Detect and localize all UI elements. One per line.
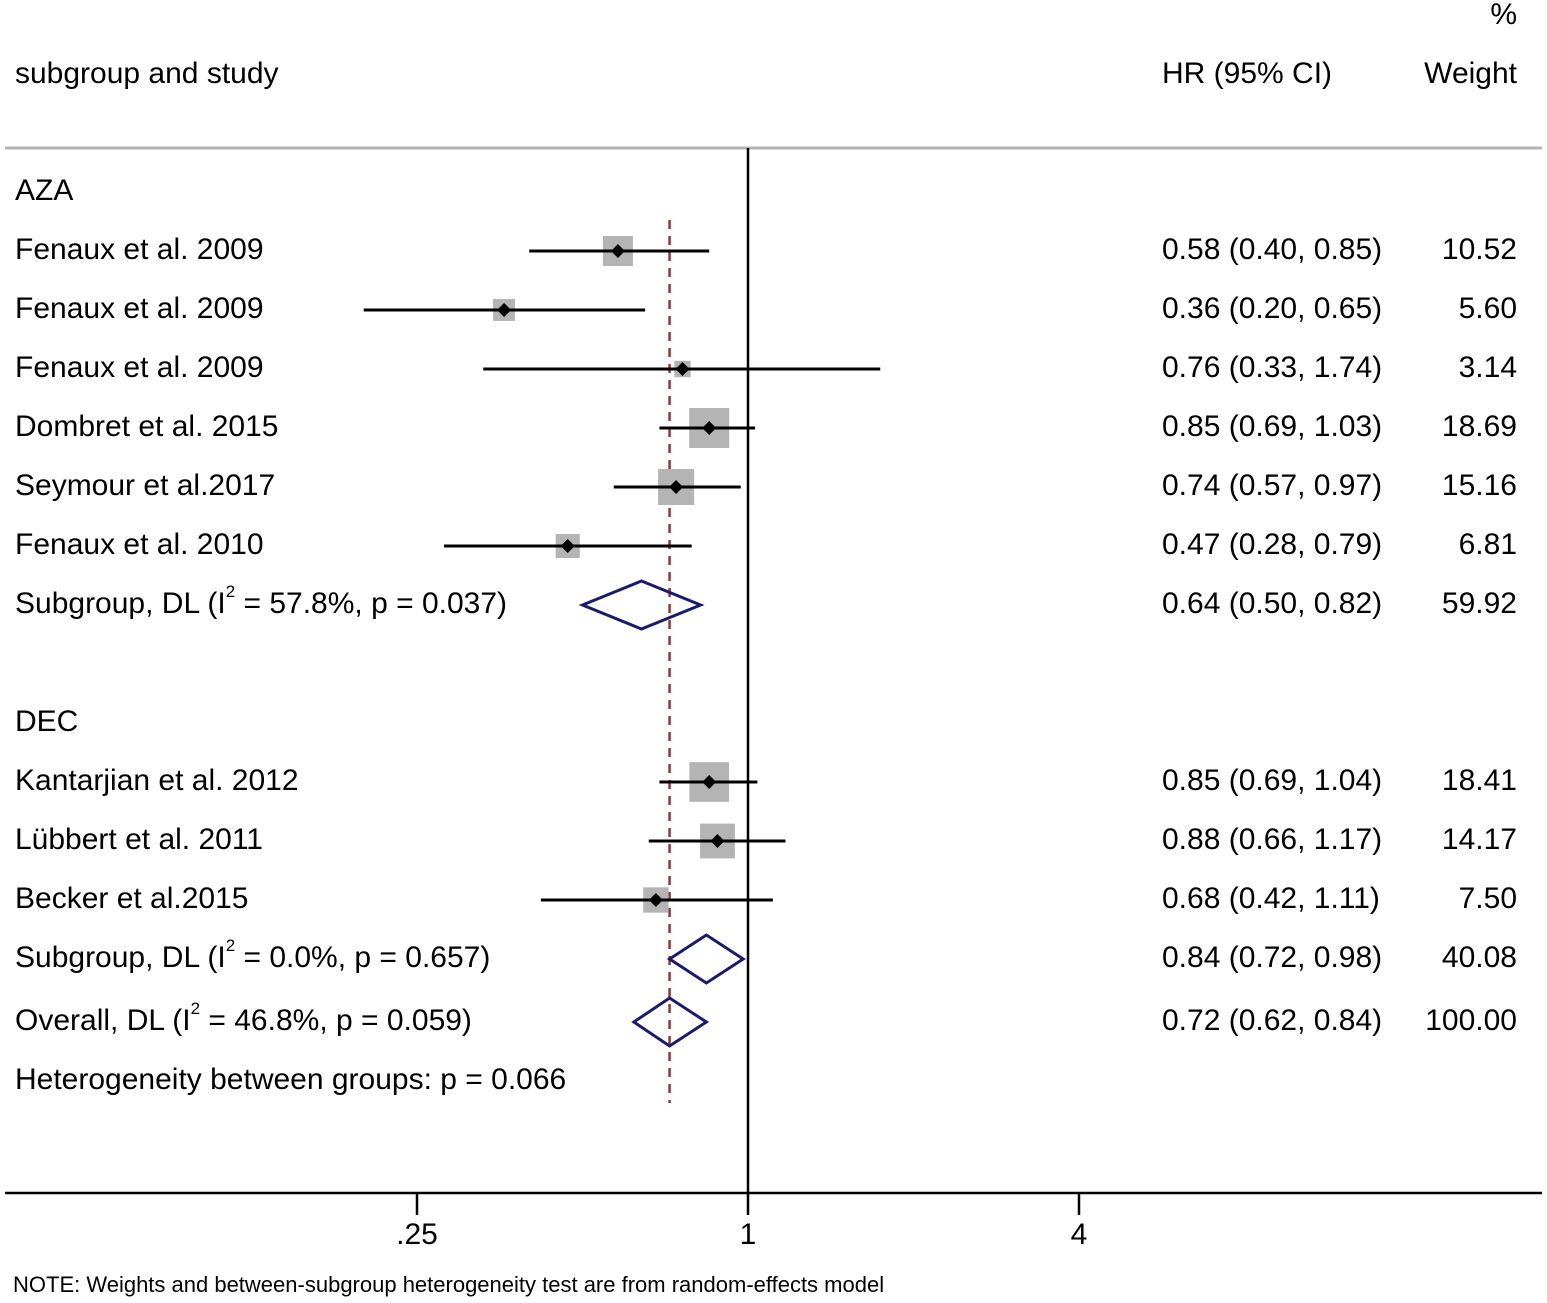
study-hr-ci: 0.85 (0.69, 1.03) — [1162, 410, 1382, 443]
study-hr-ci: 0.58 (0.40, 0.85) — [1162, 233, 1382, 266]
study-label: Seymour et al.2017 — [15, 469, 275, 502]
subgroup-label: Subgroup, DL (I2 = 57.8%, p = 0.037) — [15, 582, 507, 619]
header-weight-label: Weight — [1424, 57, 1517, 90]
study-hr-ci: 0.68 (0.42, 1.11) — [1162, 882, 1380, 915]
study-point-estimate — [669, 480, 684, 494]
study-hr-ci: 0.36 (0.20, 0.65) — [1162, 292, 1382, 325]
x-axis-tick-label: 1 — [740, 1218, 757, 1251]
study-label: Fenaux et al. 2009 — [15, 292, 264, 325]
study-hr-ci: 0.47 (0.28, 0.79) — [1162, 528, 1382, 561]
study-weight: 15.16 — [1442, 469, 1517, 502]
footnote: NOTE: Weights and between-subgroup heter… — [13, 1272, 884, 1297]
study-weight: 6.81 — [1459, 528, 1517, 561]
study-weight: 5.60 — [1459, 292, 1517, 325]
subgroup-label: Subgroup, DL (I2 = 0.0%, p = 0.657) — [15, 936, 490, 973]
study-weight: 18.41 — [1442, 764, 1517, 797]
group-label: AZA — [15, 174, 73, 207]
heterogeneity-text: Heterogeneity between groups: p = 0.066 — [15, 1063, 566, 1096]
overall-weight: 100.00 — [1425, 1004, 1517, 1037]
study-hr-ci: 0.85 (0.69, 1.04) — [1162, 764, 1382, 797]
subgroup-weight: 59.92 — [1442, 587, 1517, 620]
study-point-estimate — [710, 834, 725, 848]
header-hr-label: HR (95% CI) — [1162, 57, 1332, 90]
x-axis-tick-label: .25 — [396, 1218, 438, 1251]
x-axis-tick-label: 4 — [1071, 1218, 1088, 1251]
header-study-label: subgroup and study — [15, 57, 279, 90]
subgroup-diamond — [666, 933, 746, 985]
study-point-estimate — [702, 421, 717, 435]
study-weight: 18.69 — [1442, 410, 1517, 443]
overall-hr-ci: 0.72 (0.62, 0.84) — [1162, 1004, 1382, 1037]
study-label: Fenaux et al. 2009 — [15, 351, 264, 384]
subgroup-hr-ci: 0.84 (0.72, 0.98) — [1162, 941, 1382, 974]
study-point-estimate — [648, 893, 663, 907]
study-point-estimate — [675, 362, 690, 376]
study-label: Fenaux et al. 2009 — [15, 233, 264, 266]
overall-diamond — [631, 996, 710, 1048]
header-weight-pct: % — [1490, 0, 1517, 31]
study-hr-ci: 0.74 (0.57, 0.97) — [1162, 469, 1382, 502]
group-label: DEC — [15, 705, 78, 738]
overall-label: Overall, DL (I2 = 46.8%, p = 0.059) — [15, 999, 472, 1036]
study-point-estimate — [497, 303, 512, 317]
study-point-estimate — [560, 539, 575, 553]
study-weight: 10.52 — [1442, 233, 1517, 266]
study-label: Becker et al.2015 — [15, 882, 248, 915]
subgroup-hr-ci: 0.64 (0.50, 0.82) — [1162, 587, 1382, 620]
study-hr-ci: 0.88 (0.66, 1.17) — [1162, 823, 1382, 856]
study-point-estimate — [610, 244, 625, 258]
subgroup-diamond — [578, 579, 705, 631]
study-hr-ci: 0.76 (0.33, 1.74) — [1162, 351, 1382, 384]
study-label: Kantarjian et al. 2012 — [15, 764, 299, 797]
study-label: Fenaux et al. 2010 — [15, 528, 264, 561]
study-label: Lübbert et al. 2011 — [15, 823, 263, 856]
study-label: Dombret et al. 2015 — [15, 410, 278, 443]
study-weight: 3.14 — [1459, 351, 1517, 384]
subgroup-weight: 40.08 — [1442, 941, 1517, 974]
study-weight: 7.50 — [1459, 882, 1517, 915]
study-weight: 14.17 — [1442, 823, 1517, 856]
study-point-estimate — [702, 775, 717, 789]
